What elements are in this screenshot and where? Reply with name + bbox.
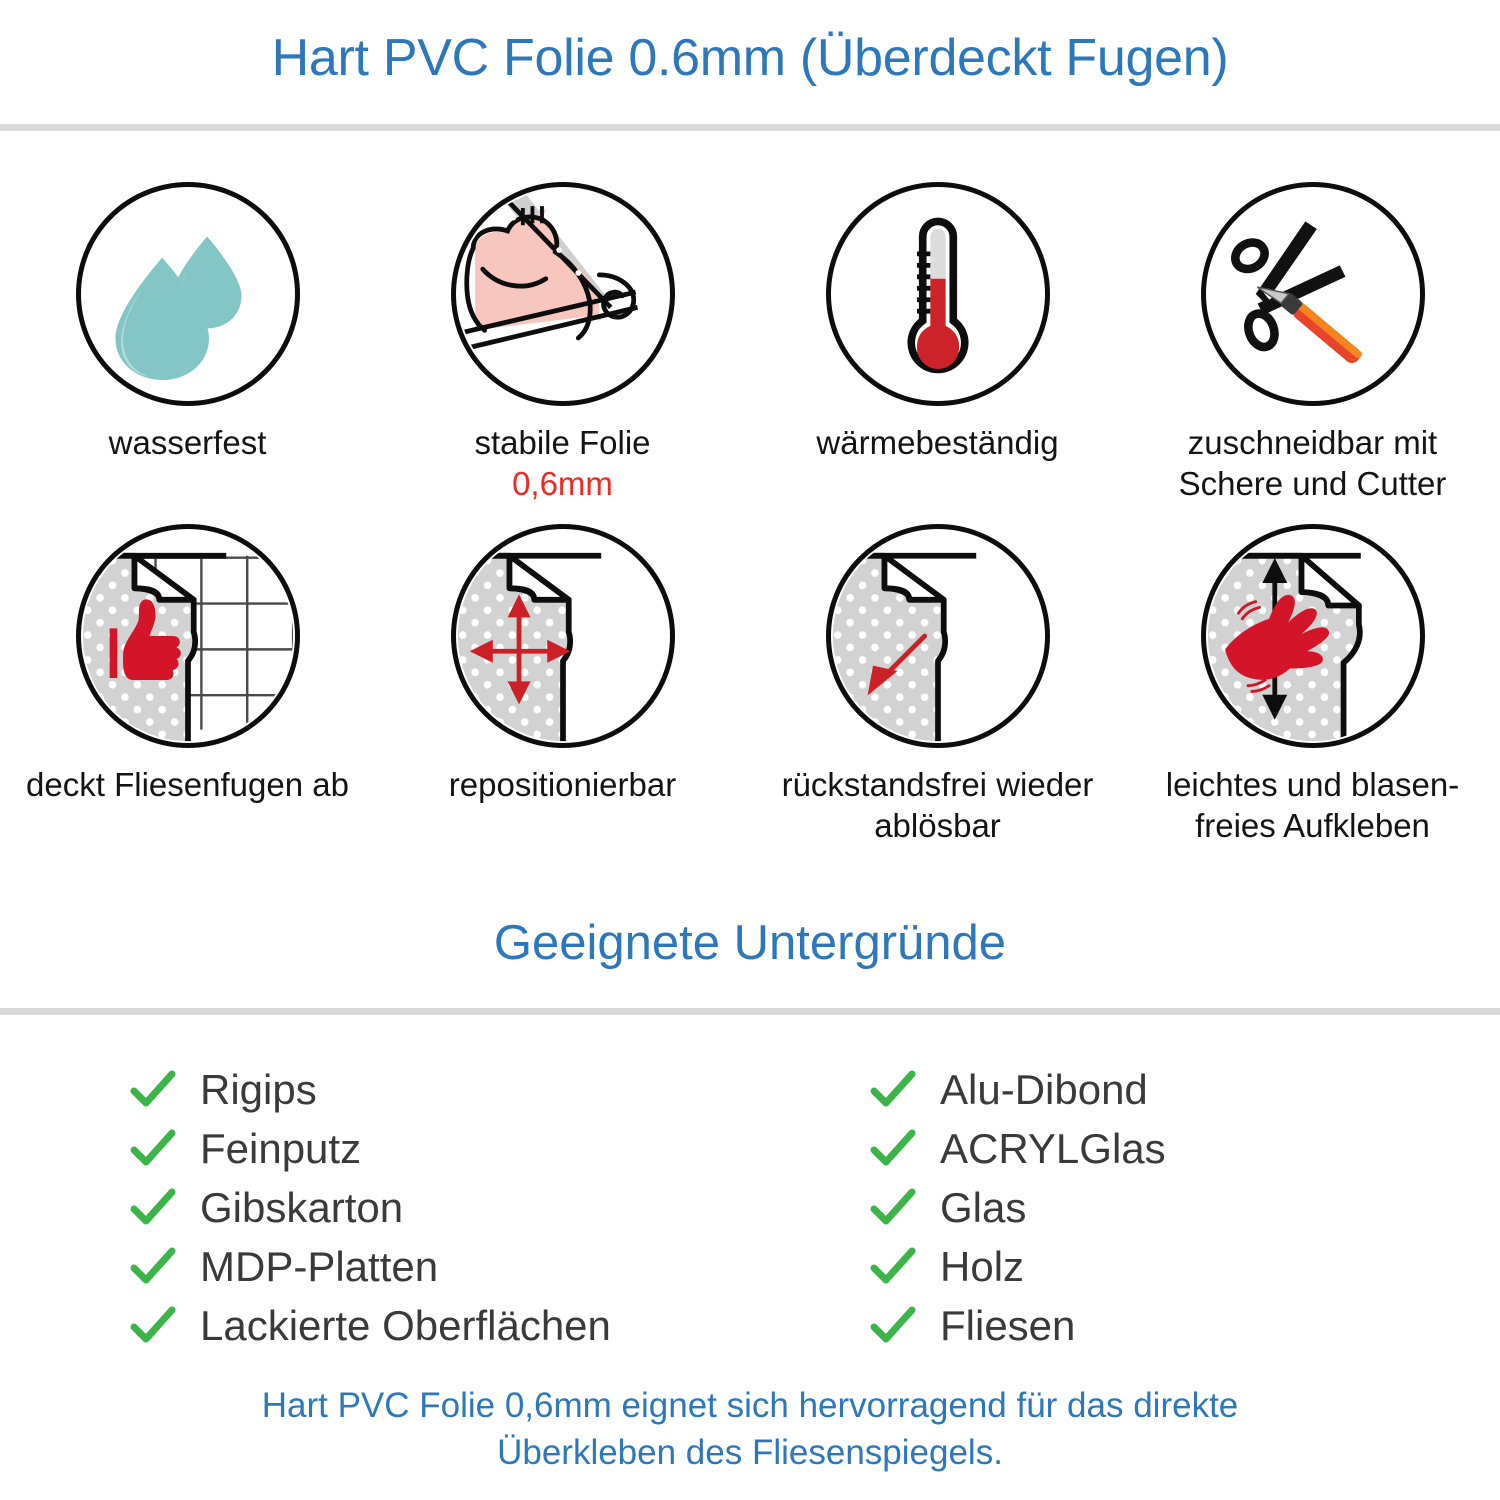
- thumbs-up-tiles-icon: [75, 524, 300, 748]
- thermometer-icon: [825, 182, 1050, 406]
- feature-label: wärmebeständig: [816, 424, 1059, 461]
- substrate-label: Lackierte Oberflächen: [200, 1301, 611, 1349]
- substrate-label: Glas: [940, 1183, 1027, 1231]
- feature-grid: wasserfest: [0, 182, 1500, 862]
- feature-caption: rückstandsfrei wieder ablösbar: [763, 764, 1113, 846]
- feature-label: zuschneidbar mit: [1187, 424, 1438, 461]
- scissors-cutter-icon: [1200, 182, 1425, 406]
- footer-line-2: Überkleben des Fliesenspiegels.: [497, 1433, 1003, 1472]
- substrate-label: MDP-Platten: [200, 1242, 439, 1290]
- flexed-bicep-icon: [450, 182, 675, 406]
- check-icon: [130, 1129, 176, 1169]
- check-icon: [870, 1070, 916, 1110]
- substrate-checklist: Rigips Feinputz Gibskarton MDP-Platten L…: [0, 1060, 1500, 1355]
- feature-label: stabile Folie: [474, 424, 651, 461]
- list-item: Holz: [870, 1237, 1500, 1296]
- section-heading-untergruende: Geeignete Untergründe: [493, 916, 1007, 970]
- feature-label: repositionierbar: [448, 766, 677, 803]
- list-item: Alu-Dibond: [870, 1060, 1500, 1119]
- check-icon: [870, 1247, 916, 1287]
- substrate-label: ACRYLGlas: [940, 1124, 1166, 1172]
- substrate-column-left: Rigips Feinputz Gibskarton MDP-Platten L…: [0, 1060, 740, 1355]
- list-item: Glas: [870, 1178, 1500, 1237]
- feature-caption: deckt Fliesenfugen ab: [26, 764, 349, 805]
- footer-line-1: Hart PVC Folie 0,6mm eignet sich hervorr…: [261, 1386, 1239, 1425]
- substrate-label: Feinputz: [200, 1124, 362, 1172]
- substrate-column-right: Alu-Dibond ACRYLGlas Glas Holz Fliesen: [740, 1060, 1500, 1355]
- check-icon: [870, 1306, 916, 1346]
- feature-label-2: wieder ablösbar: [874, 766, 1094, 844]
- list-item: Feinputz: [130, 1119, 740, 1178]
- check-icon: [130, 1247, 176, 1287]
- feature-waermebestaendig: wärmebeständig: [750, 182, 1125, 524]
- feature-wasserfest: wasserfest: [0, 182, 375, 524]
- feature-label: wasserfest: [108, 424, 267, 461]
- substrate-label: Fliesen: [940, 1301, 1076, 1349]
- list-item: MDP-Platten: [130, 1237, 740, 1296]
- divider-mid: [0, 1008, 1500, 1015]
- substrate-label: Holz: [940, 1242, 1025, 1290]
- feature-repositionierbar: repositionierbar: [375, 524, 750, 862]
- feature-label: leichtes und blasen-: [1165, 766, 1460, 803]
- substrate-label: Gibskarton: [200, 1183, 404, 1231]
- footer-note: Hart PVC Folie 0,6mm eignet sich hervorr…: [0, 1382, 1500, 1476]
- list-item: Rigips: [130, 1060, 740, 1119]
- feature-caption: wärmebeständig: [816, 422, 1058, 463]
- feature-caption: stabile Folie 0,6mm: [474, 422, 650, 504]
- feature-label-2: freies Aufkleben: [1195, 807, 1430, 844]
- list-item: Lackierte Oberflächen: [130, 1296, 740, 1355]
- feature-stabile-folie: stabile Folie 0,6mm: [375, 182, 750, 524]
- list-item: ACRYLGlas: [870, 1119, 1500, 1178]
- feature-label: rückstandsfrei: [781, 766, 988, 803]
- water-drops-icon: [75, 182, 300, 406]
- feature-blasenfrei: leichtes und blasen- freies Aufkleben: [1125, 524, 1500, 862]
- feature-caption: leichtes und blasen- freies Aufkleben: [1138, 764, 1488, 846]
- substrate-label: Rigips: [200, 1065, 317, 1113]
- check-icon: [870, 1129, 916, 1169]
- list-item: Fliesen: [870, 1296, 1500, 1355]
- feature-zuschneidbar: zuschneidbar mit Schere und Cutter: [1125, 182, 1500, 524]
- feature-rueckstandsfrei: rückstandsfrei wieder ablösbar: [750, 524, 1125, 862]
- move-arrows-icon: [450, 524, 675, 748]
- feature-caption: wasserfest: [109, 422, 267, 463]
- peel-arrow-icon: [825, 524, 1050, 748]
- check-icon: [130, 1070, 176, 1110]
- feature-caption: repositionierbar: [449, 764, 676, 805]
- feature-deckt-fliesenfugen: deckt Fliesenfugen ab: [0, 524, 375, 862]
- feature-sublabel: 0,6mm: [512, 465, 613, 502]
- smoothing-hand-icon: [1200, 524, 1425, 748]
- divider-top: [0, 124, 1500, 131]
- feature-caption: zuschneidbar mit Schere und Cutter: [1138, 422, 1488, 504]
- feature-label-2: Schere und Cutter: [1178, 465, 1447, 502]
- substrate-label: Alu-Dibond: [940, 1065, 1148, 1113]
- check-icon: [870, 1188, 916, 1228]
- check-icon: [130, 1188, 176, 1228]
- check-icon: [130, 1306, 176, 1346]
- feature-label: deckt Fliesenfugen ab: [26, 766, 349, 803]
- page-title: Hart PVC Folie 0.6mm (Überdeckt Fugen): [271, 29, 1229, 87]
- list-item: Gibskarton: [130, 1178, 740, 1237]
